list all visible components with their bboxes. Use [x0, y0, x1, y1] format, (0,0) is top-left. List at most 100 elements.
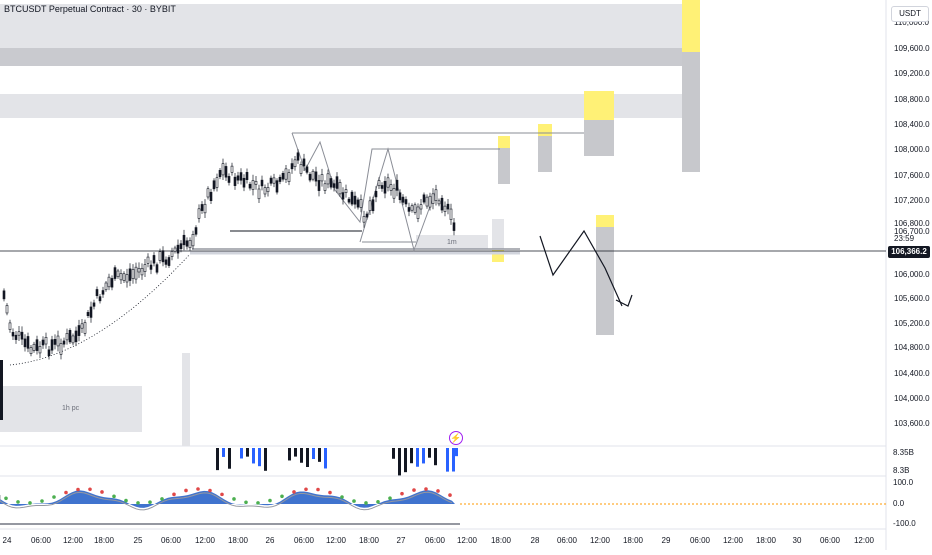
candle-body [374, 190, 378, 198]
osc-marker [244, 500, 248, 505]
candle-body [71, 335, 75, 344]
osc-marker [88, 487, 92, 492]
candle-body [32, 343, 36, 351]
osc-marker [328, 490, 332, 495]
projection-arrowhead [615, 294, 633, 307]
price-tick-label: 104,400.0 [894, 369, 930, 378]
supply-zone [0, 4, 682, 48]
candle-body [77, 325, 81, 336]
time-tick-label: 06:00 [820, 536, 841, 545]
candle-body [161, 250, 165, 263]
candle-body [302, 158, 306, 167]
candle-body [281, 172, 285, 180]
candle-body [209, 191, 213, 202]
candle-body [368, 200, 372, 211]
volume-bar [398, 448, 401, 476]
candle-body [413, 204, 417, 213]
osc-marker [136, 501, 140, 505]
candle-body [266, 187, 270, 193]
osc-marker [76, 487, 80, 492]
price-tick-label: 110,000.0 [894, 18, 930, 27]
candle-body [95, 289, 99, 296]
volume-bar [300, 448, 303, 463]
osc-label: 100.0 [893, 478, 914, 487]
candle-body [236, 175, 240, 181]
candle-body [248, 183, 252, 189]
candle-body [314, 171, 318, 182]
candle-body [176, 244, 180, 254]
candle-body [212, 180, 216, 190]
candle-body [17, 331, 21, 336]
candle-body [8, 322, 12, 330]
candle-body [56, 335, 60, 347]
lightning-icon[interactable]: ⚡ [449, 431, 463, 445]
candle-body [257, 188, 261, 200]
projection-box-yellow [538, 124, 552, 136]
volume-bar [216, 448, 219, 471]
candle-body [80, 323, 84, 329]
osc-marker [352, 499, 356, 503]
time-tick-label: 12:00 [63, 536, 84, 545]
candle-body [344, 189, 348, 193]
candle-body [170, 251, 174, 257]
candle-body [278, 176, 282, 182]
projection-box-yellow [584, 91, 614, 120]
candle-body [92, 302, 96, 307]
pattern-line [291, 132, 388, 224]
candle-body [404, 199, 408, 205]
candle-body [260, 179, 264, 187]
candle-body [320, 174, 324, 182]
osc-marker [40, 499, 44, 503]
candle-body [143, 264, 147, 272]
osc-marker [376, 500, 380, 504]
fifteen-minute-zone [416, 235, 488, 249]
osc-marker [292, 490, 296, 494]
price-tick-label: 104,800.0 [894, 343, 930, 352]
candle-body [275, 180, 279, 193]
volume-label: 8.35B [893, 448, 914, 457]
candle-body [365, 213, 369, 218]
candle-body [119, 273, 123, 281]
osc-marker [148, 500, 152, 505]
candle-body [53, 339, 57, 345]
candle-body [110, 278, 114, 288]
osc-marker [4, 496, 8, 501]
candle-body [158, 251, 162, 261]
candle-body [20, 331, 24, 340]
volume-bar [324, 448, 327, 469]
candle-body [218, 170, 222, 178]
volume-label: 8.3B [893, 466, 910, 475]
candle-body [350, 191, 354, 205]
osc-marker [316, 487, 320, 492]
projection-box-yellow [596, 215, 614, 227]
time-tick-label: 18:00 [623, 536, 644, 545]
fifteen-minute-zone-label: 1m [447, 239, 457, 246]
candle-body [164, 259, 168, 265]
candle-body [434, 189, 438, 201]
volume-bar [422, 448, 425, 464]
currency-button[interactable]: USDT [891, 6, 929, 22]
candle-body [146, 256, 150, 264]
candle-body [125, 274, 129, 283]
volume-bar [246, 448, 249, 457]
time-tick-label: 12:00 [590, 536, 611, 545]
candle-body [197, 208, 201, 219]
price-tick-label: 104,000.0 [894, 394, 930, 403]
candle-body [35, 339, 39, 351]
osc-marker [124, 498, 128, 503]
candle-body [323, 183, 327, 191]
oscillator-series [0, 487, 455, 511]
time-tick-label: 06:00 [425, 536, 446, 545]
osc-marker [208, 488, 212, 493]
symbol-title[interactable]: BTCUSDT Perpetual Contract · 30 · BYBIT [4, 4, 176, 14]
bar-countdown: 23:59 [894, 234, 915, 243]
candle-body [419, 204, 423, 210]
candle-body [338, 182, 342, 195]
candle-body [317, 180, 321, 191]
osc-marker [304, 487, 308, 492]
volume-bar [416, 448, 419, 467]
candle-body [140, 268, 144, 276]
candle-body [251, 180, 255, 190]
